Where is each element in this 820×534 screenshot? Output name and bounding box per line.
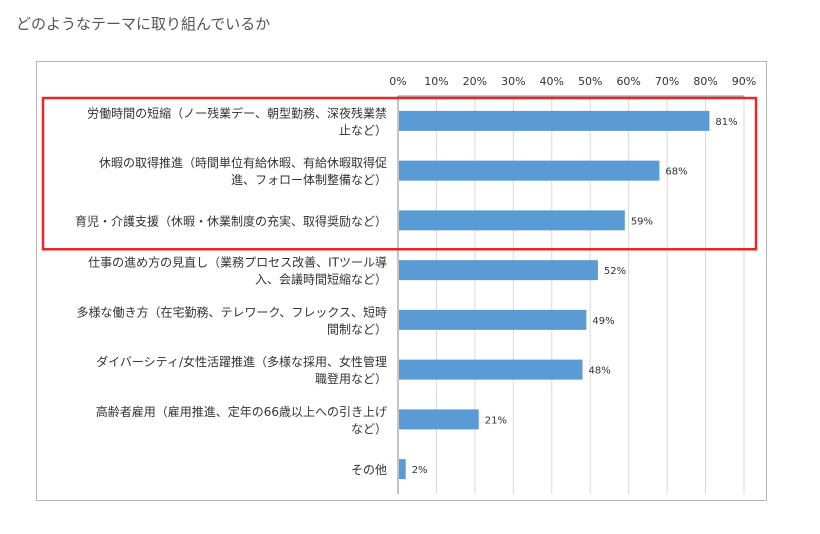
category-label-line: 仕事の進め方の見直し（業務プロセス改善、ITツール導 xyxy=(88,255,387,270)
x-tick-label: 40% xyxy=(540,75,564,88)
x-tick-label: 70% xyxy=(655,75,679,88)
highlight-box-layer xyxy=(41,96,758,251)
bar xyxy=(399,110,710,131)
category-label-line: 進、フォロー体制整備など） xyxy=(231,172,387,187)
category-label: 多様な働き方（在宅勤務、テレワーク、フレックス、短時間制など） xyxy=(76,304,387,336)
x-tick-label: 0% xyxy=(389,75,406,88)
bar xyxy=(399,309,587,330)
category-label: 労働時間の短縮（ノー残業デー、朝型勤務、深夜残業禁止など） xyxy=(87,105,387,137)
category-label-line: など） xyxy=(351,422,387,436)
x-tick-label: 50% xyxy=(578,75,602,88)
x-tick-label: 80% xyxy=(693,75,717,88)
category-label-line: 高齢者雇用（雇用推進、定年の66歳以上への引き上げ xyxy=(96,404,387,419)
bars xyxy=(399,110,710,480)
data-label: 49% xyxy=(592,316,614,327)
data-label: 68% xyxy=(665,167,687,178)
data-label: 52% xyxy=(604,266,626,277)
x-tick-label: 10% xyxy=(424,75,448,88)
bar xyxy=(399,160,660,181)
x-tick-label: 60% xyxy=(616,75,640,88)
data-label: 48% xyxy=(589,366,611,377)
data-label: 59% xyxy=(631,216,653,227)
x-tick-label: 20% xyxy=(463,75,487,88)
category-label: 仕事の進め方の見直し（業務プロセス改善、ITツール導入、会議時間短縮など） xyxy=(88,255,387,287)
category-label-line: 多様な働き方（在宅勤務、テレワーク、フレックス、短時 xyxy=(76,304,387,319)
data-label: 2% xyxy=(412,465,428,476)
bar-chart: 0% 10% 20% 30% 40% 50% 60% 70% 80% 90% 労働時間の短縮（ノー… xyxy=(41,75,758,494)
category-label: 高齢者雇用（雇用推進、定年の66歳以上への引き上げなど） xyxy=(96,404,387,436)
chart-frame: 0% 10% 20% 30% 40% 50% 60% 70% 80% 90% 労働時間の短縮（ノー… xyxy=(36,61,767,501)
category-label-line: 休暇の取得推進（時間単位有給休暇、有給休暇取得促 xyxy=(99,155,387,170)
bar xyxy=(399,459,406,480)
category-labels: 労働時間の短縮（ノー残業デー、朝型勤務、深夜残業禁止など） 休暇の取得推進（時間単… xyxy=(75,105,387,477)
data-label: 21% xyxy=(485,415,507,426)
category-label: その他 xyxy=(351,463,387,477)
x-axis-ticks: 0% 10% 20% 30% 40% 50% 60% 70% 80% 90% xyxy=(389,75,756,88)
data-label: 81% xyxy=(715,117,737,128)
bar xyxy=(399,210,625,231)
category-label-line: ダイバーシティ/女性活躍推進（多様な採用、女性管理 xyxy=(96,354,387,369)
category-label-line: 止など） xyxy=(339,123,387,137)
data-labels: 81% 68% 59% 52% 49% 48% 21% 2% xyxy=(412,117,738,476)
bar xyxy=(399,359,583,380)
page-heading: どのようなテーマに取り組んでいるか xyxy=(16,15,271,33)
category-label-line: 育児・介護支援（休暇・休業制度の充実、取得奨励など） xyxy=(75,213,387,228)
category-label: 休暇の取得推進（時間単位有給休暇、有給休暇取得促進、フォロー体制整備など） xyxy=(99,155,387,187)
category-label: ダイバーシティ/女性活躍推進（多様な採用、女性管理職登用など） xyxy=(96,354,387,386)
highlight-box xyxy=(41,96,758,251)
category-label-line: 労働時間の短縮（ノー残業デー、朝型勤務、深夜残業禁 xyxy=(87,105,387,120)
category-label-line: 職登用など） xyxy=(315,371,387,386)
gridlines xyxy=(397,95,745,494)
x-tick-label: 90% xyxy=(732,75,756,88)
category-label-line: 間制など） xyxy=(327,322,387,336)
bar xyxy=(399,260,598,281)
x-tick-label: 30% xyxy=(501,75,525,88)
category-label-line: 入、会議時間短縮など） xyxy=(255,272,387,287)
category-label: 育児・介護支援（休暇・休業制度の充実、取得奨励など） xyxy=(75,213,387,228)
bar xyxy=(399,409,479,430)
category-label-line: その他 xyxy=(351,463,387,477)
